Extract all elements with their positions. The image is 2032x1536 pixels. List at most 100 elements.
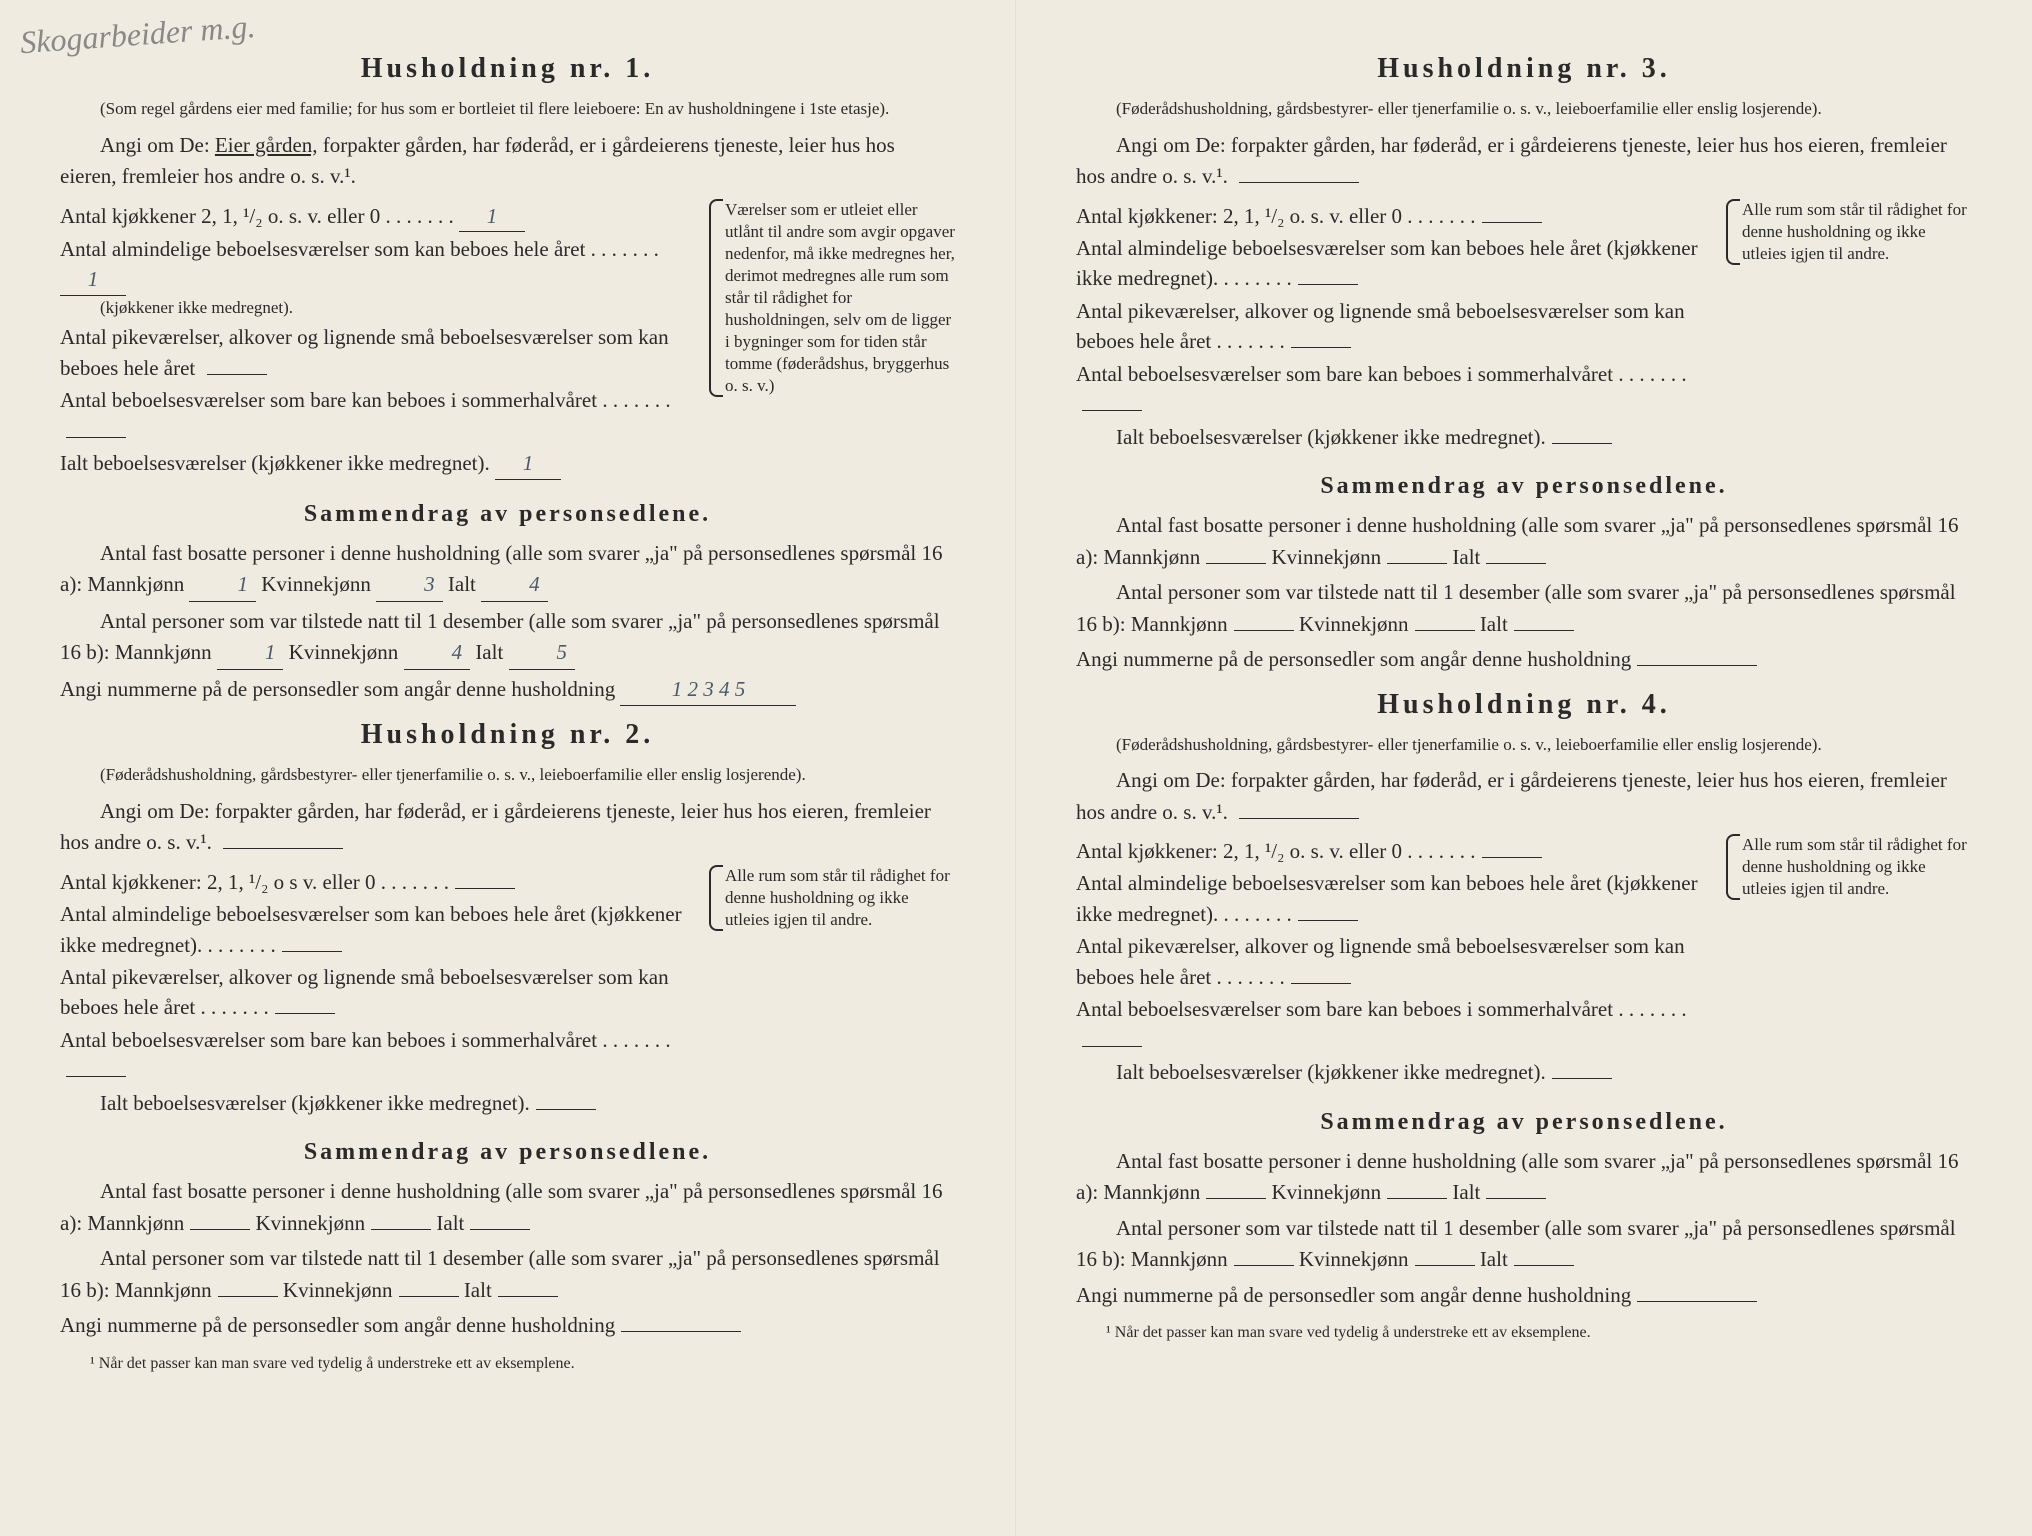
hh2-sommer-label: Antal beboelsesværelser som bare kan beb… [60, 1028, 597, 1052]
hh1-s16b-m: 1 [217, 637, 284, 670]
hh4-nummer: Angi nummerne på de personsedler som ang… [1076, 1280, 1972, 1312]
hh3-rooms-block: Antal kjøkkener: 2, 1, ¹/₂ o. s. v. elle… [1076, 199, 1972, 455]
hh1-angi: Angi om De: Eier gården, forpakter gårde… [60, 130, 955, 193]
hh2-s16a: Antal fast bosatte personer i denne hush… [60, 1176, 955, 1239]
hh2-s16a-kvlabel: Kvinnekjønn [255, 1211, 365, 1235]
left-page: Skogarbeider m.g. Husholdning nr. 1. (So… [0, 0, 1016, 1536]
hh2-title: Husholdning nr. 2. [60, 714, 955, 756]
hh4-s16a: Antal fast bosatte personer i denne hush… [1076, 1146, 1972, 1209]
hh1-s16b-ilabel: Ialt [475, 640, 503, 664]
hh1-s16a-ilabel: Ialt [448, 572, 476, 596]
hh2-nummer-label: Angi nummerne på de personsedler som ang… [60, 1313, 615, 1337]
hh1-s16a-k: 3 [376, 569, 443, 602]
hh2-s16b-ilabel: Ialt [464, 1278, 492, 1302]
hh1-s16b-kvlabel: Kvinnekjønn [289, 640, 399, 664]
hh3-s16b-ilabel: Ialt [1480, 612, 1508, 636]
hh2-nummer: Angi nummerne på de personsedler som ang… [60, 1310, 955, 1342]
hh1-s16a-i: 4 [481, 569, 548, 602]
hh2-kjokkener: Antal kjøkkener: 2, 1, ¹/₂ o s v. eller … [60, 867, 709, 897]
hh1-intro: (Som regel gårdens eier med familie; for… [60, 96, 955, 122]
hh4-ialt: Ialt beboelsesværelser (kjøkkener ikke m… [1076, 1057, 1726, 1087]
hh1-s16b-i: 5 [509, 637, 576, 670]
hh4-side-note: Alle rum som står til rådighet for denne… [1742, 834, 1972, 900]
hh2-side-note: Alle rum som står til rådighet for denne… [725, 865, 955, 931]
hh2-intro: (Føderådshusholdning, gårdsbestyrer- ell… [60, 762, 955, 788]
hh3-s16a-kvlabel: Kvinnekjønn [1271, 545, 1381, 569]
hh1-side-note: Værelser som er utleiet eller utlånt til… [725, 199, 955, 398]
hh3-s16a-ilabel: Ialt [1452, 545, 1480, 569]
hh1-nummer: Angi nummerne på de personsedler som ang… [60, 674, 955, 707]
hh2-angi: Angi om De: forpakter gården, har føderå… [60, 796, 955, 859]
hh2-sammendrag-title: Sammendrag av personsedlene. [60, 1134, 955, 1170]
hh4-s16b-ilabel: Ialt [1480, 1247, 1508, 1271]
hh1-s16a-kvlabel: Kvinnekjønn [261, 572, 371, 596]
hh3-title: Husholdning nr. 3. [1076, 48, 1972, 90]
hh4-ialt-label: Ialt beboelsesværelser (kjøkkener ikke m… [1116, 1060, 1546, 1084]
hh1-s16b: Antal personer som var tilstede natt til… [60, 606, 955, 670]
hh3-alm: Antal almindelige beboelsesværelser som … [1076, 233, 1726, 294]
hh3-angi: Angi om De: forpakter gården, har føderå… [1076, 130, 1972, 193]
hh3-sommer: Antal beboelsesværelser som bare kan beb… [1076, 359, 1726, 420]
hh4-sommer-label: Antal beboelsesværelser som bare kan beb… [1076, 997, 1613, 1021]
hh2-pike: Antal pikeværelser, alkover og lignende … [60, 962, 709, 1023]
hh1-alm-label: Antal almindelige beboelsesværelser som … [60, 237, 585, 261]
hh4-pike-label: Antal pikeværelser, alkover og lignende … [1076, 934, 1685, 988]
hh3-s16a: Antal fast bosatte personer i denne hush… [1076, 510, 1972, 573]
hh3-intro: (Føderådshusholdning, gårdsbestyrer- ell… [1076, 96, 1972, 122]
hh2-s16a-ilabel: Ialt [436, 1211, 464, 1235]
hh3-ialt: Ialt beboelsesværelser (kjøkkener ikke m… [1076, 422, 1726, 452]
hh1-s16a-m: 1 [189, 569, 256, 602]
hh3-pike-label: Antal pikeværelser, alkover og lignende … [1076, 299, 1685, 353]
hh1-pike-label: Antal pikeværelser, alkover og lignende … [60, 325, 669, 379]
hh2-pike-label: Antal pikeværelser, alkover og lignende … [60, 965, 669, 1019]
hh3-sommer-label: Antal beboelsesværelser som bare kan beb… [1076, 362, 1613, 386]
hh1-ialt-label: Ialt beboelsesværelser (kjøkkener ikke m… [60, 451, 490, 475]
hh4-sommer: Antal beboelsesværelser som bare kan beb… [1076, 994, 1726, 1055]
hh1-angi-prefix: Angi om De: [100, 133, 210, 157]
hh2-kjokkener-label: Antal kjøkkener: 2, 1, ¹/₂ o s v. eller … [60, 870, 376, 894]
footnote-right: ¹ Når det passer kan man svare ved tydel… [1076, 1321, 1972, 1345]
hh1-sammendrag-title: Sammendrag av personsedlene. [60, 496, 955, 532]
hh4-s16b-kvlabel: Kvinnekjønn [1299, 1247, 1409, 1271]
hh4-s16a-kvlabel: Kvinnekjønn [1271, 1180, 1381, 1204]
hh3-nummer: Angi nummerne på de personsedler som ang… [1076, 644, 1972, 676]
hh4-kjokkener-label: Antal kjøkkener: 2, 1, ¹/₂ o. s. v. elle… [1076, 839, 1402, 863]
hh1-alm-val: 1 [60, 264, 126, 295]
hh1-angi-underlined: Eier gården, [215, 133, 318, 157]
hh3-kjokkener-label: Antal kjøkkener: 2, 1, ¹/₂ o. s. v. elle… [1076, 204, 1402, 228]
hh2-ialt-label: Ialt beboelsesværelser (kjøkkener ikke m… [100, 1091, 530, 1115]
hh3-s16b: Antal personer som var tilstede natt til… [1076, 577, 1972, 640]
hh1-ialt-val: 1 [495, 448, 561, 479]
footnote-left: ¹ Når det passer kan man svare ved tydel… [60, 1352, 955, 1376]
hh1-nummer-label: Angi nummerne på de personsedler som ang… [60, 677, 615, 701]
hh4-rooms-block: Antal kjøkkener: 2, 1, ¹/₂ o. s. v. elle… [1076, 834, 1972, 1090]
hh3-ialt-label: Ialt beboelsesværelser (kjøkkener ikke m… [1116, 425, 1546, 449]
hh1-pike: Antal pikeværelser, alkover og lignende … [60, 322, 709, 383]
hh1-alm: Antal almindelige beboelsesværelser som … [60, 234, 709, 321]
hh4-title: Husholdning nr. 4. [1076, 684, 1972, 726]
hh4-intro: (Føderådshusholdning, gårdsbestyrer- ell… [1076, 732, 1972, 758]
hh4-s16a-ilabel: Ialt [1452, 1180, 1480, 1204]
hh3-angi-prefix: Angi om De: [1116, 133, 1226, 157]
hh3-pike: Antal pikeværelser, alkover og lignende … [1076, 296, 1726, 357]
hh1-sommer-label: Antal beboelsesværelser som bare kan beb… [60, 388, 597, 412]
hh4-s16b: Antal personer som var tilstede natt til… [1076, 1213, 1972, 1276]
hh2-alm: Antal almindelige beboelsesværelser som … [60, 899, 709, 960]
right-page: Husholdning nr. 3. (Føderådshusholdning,… [1016, 0, 2032, 1536]
hh4-angi-prefix: Angi om De: [1116, 768, 1226, 792]
hh1-kjokkener-val: 1 [459, 201, 525, 232]
hh4-nummer-label: Angi nummerne på de personsedler som ang… [1076, 1283, 1631, 1307]
hh1-title: Husholdning nr. 1. [60, 48, 955, 90]
hh1-nummer-val: 1 2 3 4 5 [620, 674, 796, 707]
hh3-s16b-kvlabel: Kvinnekjønn [1299, 612, 1409, 636]
hh2-angi-prefix: Angi om De: [100, 799, 210, 823]
hh3-alm-label: Antal almindelige beboelsesværelser som … [1076, 236, 1698, 290]
hh2-alm-label: Antal almindelige beboelsesværelser som … [60, 902, 682, 956]
hh2-s16b: Antal personer som var tilstede natt til… [60, 1243, 955, 1306]
hh1-kjokkener: Antal kjøkkener 2, 1, ¹/₂ o. s. v. eller… [60, 201, 709, 232]
hh4-pike: Antal pikeværelser, alkover og lignende … [1076, 931, 1726, 992]
hh2-s16b-kvlabel: Kvinnekjønn [283, 1278, 393, 1302]
hh1-sommer: Antal beboelsesværelser som bare kan beb… [60, 385, 709, 446]
hh1-rooms-block: Antal kjøkkener 2, 1, ¹/₂ o. s. v. eller… [60, 199, 955, 482]
hh1-s16a: Antal fast bosatte personer i denne hush… [60, 538, 955, 602]
